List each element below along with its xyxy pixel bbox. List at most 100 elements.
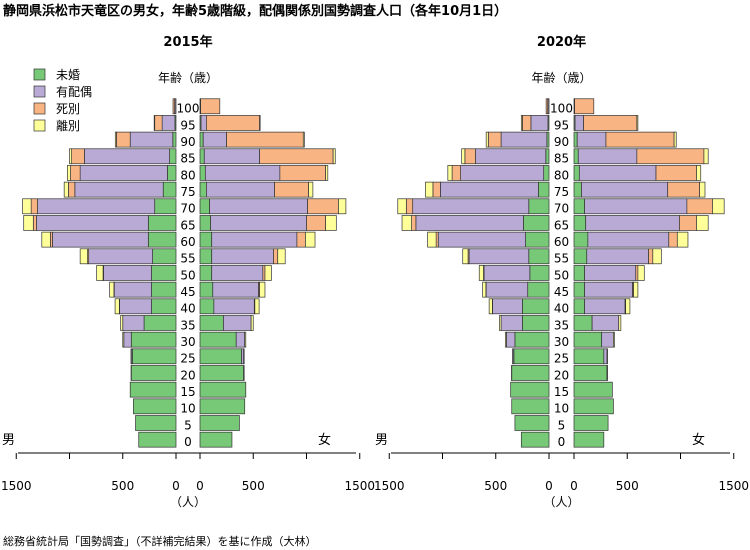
bar-male-離別-65: [401, 215, 412, 231]
chart-title: 静岡県浜松市天竜区の男女，年齢5歳階級，配偶関係別国勢調査人口（各年10月1日）: [3, 3, 507, 19]
bar-female-死別-85: [259, 148, 334, 165]
bar-female-離別-80: [696, 165, 702, 181]
bar-female-離別-55: [277, 248, 286, 265]
bar-male-有配偶-80: [460, 165, 545, 181]
bar-female-未婚-90: [573, 131, 578, 148]
bar-female-離別-50: [637, 265, 645, 281]
bar-female-死別-70: [686, 198, 713, 215]
bar-female-有配偶-90: [202, 131, 227, 148]
bar-male-未婚-75: [162, 181, 177, 198]
bar-male-離別-50: [96, 265, 104, 281]
bar-female-未婚-25: [573, 348, 605, 365]
bar-male-離別-65: [23, 215, 34, 231]
bar-female-有配偶-85: [577, 148, 638, 165]
bar-male-有配偶-30: [506, 331, 516, 348]
bar-male-有配偶-65: [36, 215, 149, 231]
bar-female-未婚-50: [573, 265, 585, 281]
bar-female-有配偶-70: [209, 198, 308, 215]
bar-male-離別-90: [114, 131, 117, 148]
bar-male-未婚-15: [510, 381, 550, 398]
age-tick-label-35: 35: [554, 318, 569, 332]
bar-female-有配偶-45: [212, 281, 259, 298]
bar-male-有配偶-80: [79, 165, 168, 181]
bar-male-有配偶-60: [437, 231, 526, 248]
bar-female-有配偶-45: [584, 281, 633, 298]
legend-label-死別: 死別: [56, 102, 80, 116]
bar-male-未婚-70: [528, 198, 550, 215]
bar-female-未婚-45: [573, 281, 585, 298]
bar-male-死別-85: [464, 148, 476, 165]
bar-male-離別-95: [153, 115, 156, 131]
bar-female-離別-70: [712, 198, 725, 215]
bar-male-未婚-70: [154, 198, 177, 215]
bar-male-有配偶-65: [415, 215, 524, 231]
bar-male-離別-35: [499, 315, 502, 331]
bar-female-未婚-70: [199, 198, 210, 215]
bar-female-未婚-0: [573, 431, 605, 448]
bar-female-有配偶-65: [210, 215, 307, 231]
bar-female-離別-75: [308, 181, 314, 198]
bar-female-未婚-65: [573, 215, 587, 231]
bar-female-死別-75: [667, 181, 701, 198]
bar-male-死別-100: [172, 98, 175, 115]
bar-male-未婚-30: [130, 331, 177, 348]
bar-female-死別-90: [605, 131, 675, 148]
bar-female-離別-75: [699, 181, 706, 198]
age-tick-label-75: 75: [554, 185, 569, 199]
bar-male-離別-60: [41, 231, 51, 248]
age-tick-label-30: 30: [554, 335, 569, 349]
age-tick-label-100: 100: [177, 102, 200, 116]
bar-male-死別-65: [32, 215, 37, 231]
age-tick-label-65: 65: [180, 218, 195, 232]
age-tick-label-30: 30: [180, 335, 195, 349]
bar-female-有配偶-40: [584, 298, 626, 315]
bar-female-有配偶-55: [586, 248, 649, 265]
male-label: 男: [375, 433, 388, 448]
bar-female-離別-40: [254, 298, 260, 315]
bar-male-有配偶-85: [84, 148, 170, 165]
age-tick-label-25: 25: [554, 352, 569, 366]
x-tick-label-0-female: 0: [196, 479, 204, 493]
bar-male-死別-70: [30, 198, 38, 215]
age-tick-label-15: 15: [180, 385, 195, 399]
bar-male-未婚-65: [523, 215, 550, 231]
bar-male-有配偶-45: [485, 281, 529, 298]
bar-female-死別-55: [648, 248, 654, 265]
bar-male-離別-75: [63, 181, 69, 198]
bar-male-離別-70: [22, 198, 32, 215]
bar-female-有配偶-80: [578, 165, 657, 181]
bar-male-未婚-15: [129, 381, 177, 398]
bar-male-有配偶-75: [74, 181, 164, 198]
bar-male-未婚-20: [511, 365, 550, 381]
bar-female-未婚-90: [199, 131, 204, 148]
bar-male-未婚-50: [151, 265, 177, 281]
bar-male-死別-85: [71, 148, 85, 165]
bar-female-離別-90: [673, 131, 677, 148]
bar-female-未婚-30: [573, 331, 603, 348]
bar-male-死別-75: [432, 181, 441, 198]
bar-male-有配偶-85: [475, 148, 547, 165]
age-tick-label-70: 70: [180, 202, 195, 216]
bar-female-未婚-80: [573, 165, 580, 181]
bar-male-死別-90: [487, 131, 502, 148]
panel-title: 2020年: [537, 34, 586, 50]
bar-male-離別-95: [520, 115, 523, 131]
age-tick-label-80: 80: [180, 168, 195, 182]
legend-swatch-有配偶: [33, 85, 46, 98]
legend-label-未婚: 未婚: [56, 68, 80, 82]
bar-male-未婚-0: [520, 431, 550, 448]
bar-female-未婚-40: [573, 298, 585, 315]
bar-male-有配偶-45: [113, 281, 152, 298]
bar-female-未婚-45: [199, 281, 214, 298]
bar-female-有配偶-95: [574, 115, 584, 131]
bar-female-未婚-15: [573, 381, 613, 398]
bar-female-離別-40: [625, 298, 631, 315]
bar-female-離別-45: [633, 281, 639, 298]
age-tick-label-50: 50: [180, 268, 195, 282]
bar-female-未婚-65: [199, 215, 211, 231]
bar-female-死別-100: [574, 98, 595, 115]
bar-female-未婚-55: [573, 248, 588, 265]
bar-female-離別-70: [338, 198, 347, 215]
bar-male-未婚-45: [151, 281, 177, 298]
